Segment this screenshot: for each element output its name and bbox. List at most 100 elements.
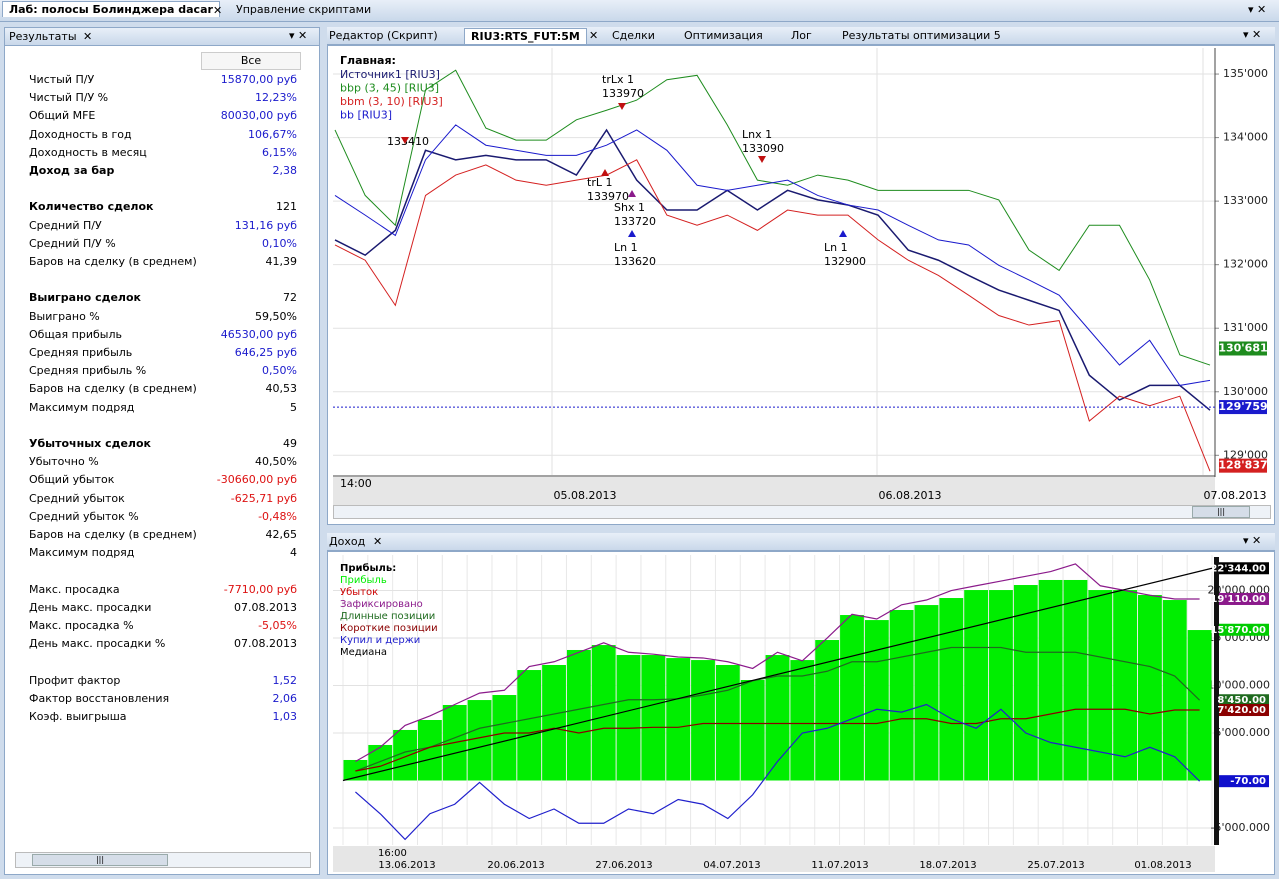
result-row: Общий MFE 80030,00 руб <box>25 107 297 125</box>
result-label: Баров на сделку (в среднем) <box>29 382 197 396</box>
menu-icon[interactable]: ▾ ✕ <box>1243 28 1262 41</box>
main-tab[interactable]: Оптимизация <box>684 29 763 42</box>
main-tab[interactable]: Результаты оптимизации 5 <box>842 29 1001 42</box>
result-row: Доходность в год 106,67% <box>25 126 297 144</box>
result-label: Средний П/У % <box>29 236 116 250</box>
main-tab[interactable]: Лог <box>791 29 812 42</box>
result-label: День макс. просадки % <box>29 637 166 651</box>
result-row: Доходность в месяц 6,15% <box>25 144 297 162</box>
result-value: 59,50% <box>255 309 297 323</box>
result-value: -7710,00 руб <box>223 582 297 596</box>
result-row: Баров на сделку (в среднем) 41,39 <box>25 253 297 271</box>
result-label: Фактор восстановления <box>29 691 170 705</box>
result-value: 40,50% <box>255 455 297 469</box>
profit-tab[interactable]: Доход <box>329 535 366 548</box>
result-value: 15870,00 руб <box>220 73 297 86</box>
result-label: Средняя прибыль <box>29 346 133 359</box>
results-tabbar: Результаты ✕ ▾ ✕ <box>5 28 319 46</box>
result-value: 80030,00 руб <box>220 109 297 123</box>
result-label: Баров на сделку (в среднем) <box>29 528 197 541</box>
window-tab[interactable]: Управление скриптами <box>236 3 372 16</box>
window-tab[interactable]: Лаб: полосы Болинджера dacar <box>2 1 220 17</box>
result-value: 1,52 <box>272 673 298 687</box>
result-row: Максимум подряд 4 <box>25 544 297 562</box>
close-icon: ✕ <box>589 29 599 42</box>
main-tab[interactable]: Сделки <box>612 29 655 42</box>
result-row: День макс. просадки 07.08.2013 <box>25 599 297 617</box>
result-row: Убыточных сделок 49 <box>25 435 297 453</box>
result-value: -30660,00 руб <box>216 473 297 487</box>
result-row: Максимум подряд 5 <box>25 399 297 417</box>
close-icon[interactable]: ✕ <box>373 535 383 548</box>
window-tabbar: Лаб: полосы Болинджера dacar ✕ Управлени… <box>0 0 1279 22</box>
result-row: Средняя прибыль % 0,50% <box>25 362 297 380</box>
result-label: Доходность в год <box>29 127 132 141</box>
result-row: Выиграно сделок 72 <box>25 289 297 307</box>
time-axis <box>333 477 1215 505</box>
scroll-thumb[interactable]: ||| <box>1192 506 1250 518</box>
results-panel: Результаты ✕ ▾ ✕ Все ||| Чистый П/У 15870… <box>4 27 320 875</box>
result-value: 07.08.2013 <box>234 600 297 614</box>
result-value: 41,39 <box>265 255 298 268</box>
result-row: Средний убыток -625,71 руб <box>25 490 297 508</box>
result-row: Фактор восстановления 2,06 <box>25 690 297 708</box>
result-row: Средний П/У % 0,10% <box>25 235 297 253</box>
close-icon[interactable]: ✕ <box>213 4 223 17</box>
result-label: Максимум подряд <box>29 400 135 414</box>
result-row: Убыточно % 40,50% <box>25 453 297 471</box>
result-row: Общая прибыль 46530,00 руб <box>25 326 297 344</box>
result-label: Чистый П/У <box>29 73 95 86</box>
result-value: 72 <box>283 291 297 305</box>
result-value: 0,10% <box>262 236 297 250</box>
menu-icon[interactable]: ▾ ✕ <box>1243 534 1262 547</box>
h-scrollbar[interactable]: ||| <box>15 852 311 868</box>
result-value: 2,06 <box>272 691 298 705</box>
result-row: Чистый П/У 15870,00 руб <box>25 71 297 89</box>
column-header[interactable]: Все <box>201 52 301 70</box>
result-label: Баров на сделку (в среднем) <box>29 255 197 268</box>
profit-panel <box>327 551 1275 875</box>
result-value: 46530,00 руб <box>220 327 297 341</box>
result-value: 106,67% <box>248 127 297 141</box>
main-tabbar: ▾ ✕ Редактор (Скрипт) RIU3:RTS_FUT:5M Сдел… <box>327 27 1275 45</box>
result-value: 5 <box>290 400 297 414</box>
result-value: 646,25 руб <box>234 346 297 359</box>
result-row: Чистый П/У % 12,23% <box>25 89 297 107</box>
result-label: Общий убыток <box>29 473 115 487</box>
result-value: 131,16 руб <box>234 218 297 232</box>
result-value: 12,23% <box>255 91 297 105</box>
result-label: Убыточно % <box>29 455 99 469</box>
result-row: Макс. просадка % -5,05% <box>25 617 297 635</box>
main-tab[interactable]: Редактор (Скрипт) <box>329 29 438 42</box>
result-row: Средний П/У 131,16 руб <box>25 217 297 235</box>
result-value: 42,65 <box>265 528 298 541</box>
result-label: Доход за бар <box>29 164 115 177</box>
result-label: День макс. просадки <box>29 600 152 614</box>
results-tab[interactable]: Результаты <box>9 30 77 43</box>
result-label: Выиграно % <box>29 309 100 323</box>
result-value: 07.08.2013 <box>234 637 297 651</box>
result-value: 121 <box>276 200 297 214</box>
main-tab[interactable]: RIU3:RTS_FUT:5M <box>464 28 587 44</box>
result-label: Максимум подряд <box>29 546 135 560</box>
menu-icon[interactable]: ▾ ✕ <box>289 29 308 42</box>
time-axis <box>333 846 1215 872</box>
result-label: Средний убыток <box>29 491 125 505</box>
result-label: Выиграно сделок <box>29 291 142 305</box>
price-panel <box>327 45 1275 525</box>
menu-icon[interactable]: ▾ ✕ <box>1248 3 1267 16</box>
result-row: Макс. просадка -7710,00 руб <box>25 581 297 599</box>
result-label: Коэф. выигрыша <box>29 710 127 723</box>
result-value: 4 <box>290 546 297 560</box>
result-value: 6,15% <box>262 145 297 159</box>
result-label: Средний убыток % <box>29 509 139 523</box>
scroll-thumb[interactable]: ||| <box>32 854 168 866</box>
result-value: 2,38 <box>272 164 298 177</box>
result-row: Баров на сделку (в среднем) 40,53 <box>25 380 297 398</box>
result-value: -625,71 руб <box>230 491 297 505</box>
result-row: Средняя прибыль 646,25 руб <box>25 344 297 362</box>
h-scrollbar[interactable]: ||| <box>333 505 1271 519</box>
close-icon[interactable]: ✕ <box>83 30 93 43</box>
result-label: Средняя прибыль % <box>29 364 147 378</box>
